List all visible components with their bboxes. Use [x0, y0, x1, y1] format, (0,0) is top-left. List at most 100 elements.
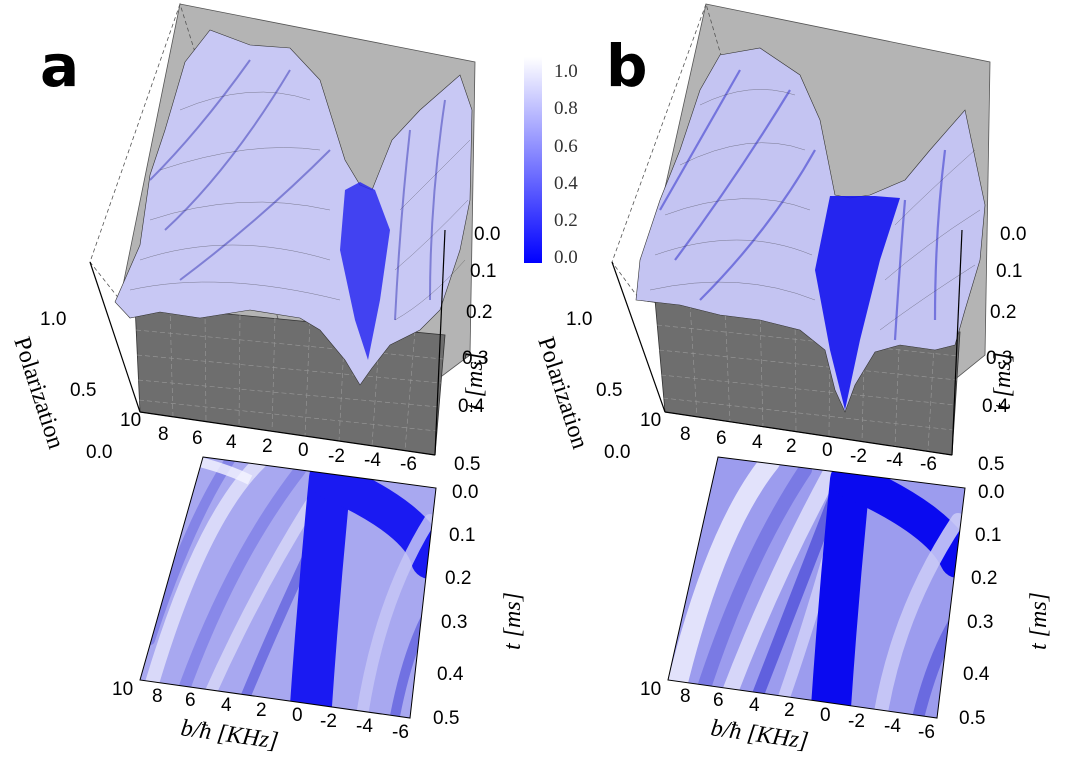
floor-grid-b: [656, 303, 959, 451]
t-tick: 0.0: [452, 482, 478, 503]
heatmap-a: [139, 456, 437, 719]
surface-plot-a: [89, 2, 476, 456]
t-tick: 0.2: [466, 302, 492, 323]
t-tick: 0.4: [963, 664, 990, 685]
surface-dip-b: [815, 196, 900, 410]
t-tick: 0.5: [433, 708, 459, 729]
colorbar-tick: 0.8: [554, 98, 578, 119]
x-tick: 10: [640, 410, 661, 431]
surface-z-ticks-a: 0.0 0.5 1.0: [40, 309, 112, 463]
heatmap-frame-b: [667, 456, 966, 719]
t-tick: 0.0: [474, 224, 500, 245]
t-tick: 0.5: [959, 708, 985, 729]
z-axis-label-a: Polarization: [8, 334, 69, 452]
heatmap-xlabel-b: b/ħ [KHz]: [709, 715, 810, 754]
x-tick: 10: [640, 679, 661, 700]
x-tick: 6: [716, 428, 727, 449]
axes-b: [611, 229, 963, 456]
t-tick: 0.2: [445, 568, 471, 589]
surface-t-ticks-b: 0.0 0.1 0.2 0.3 0.4 0.5: [978, 224, 1026, 475]
panel-letter-b: b: [606, 32, 648, 100]
colorbar-gradient: [524, 57, 542, 263]
x-tick: 2: [784, 700, 795, 721]
x-tick: 2: [262, 436, 273, 457]
surface-x-ticks-b: 10 8 6 4 2 0 -2 -4 -6: [640, 410, 937, 475]
surface-mesh-b: [635, 47, 986, 413]
x-tick: 10: [120, 410, 141, 431]
surface-ridges-a: [149, 59, 446, 321]
t-tick: 0.1: [975, 525, 1001, 546]
panel-letter-a: a: [40, 32, 79, 100]
x-tick: 10: [112, 679, 133, 700]
t-tick: 0.2: [971, 568, 997, 589]
colorbar-tick: 1.0: [554, 61, 578, 82]
colorbar-tick: 0.6: [554, 136, 578, 157]
x-tick: 8: [158, 424, 169, 445]
z-axis-label-b: Polarization: [532, 334, 593, 452]
heatmap-x-ticks-b: 10 8 6 4 2 0 -2 -4 -6: [640, 679, 935, 743]
x-tick: 8: [680, 686, 691, 707]
x-tick: -2: [850, 446, 867, 467]
floor-grid-a: [135, 307, 444, 451]
x-tick: -6: [920, 454, 937, 475]
heatmap-xlabel-a: b/ħ [KHz]: [179, 715, 280, 754]
t-tick: 0.3: [462, 348, 488, 369]
z-tick: 0.5: [596, 380, 622, 401]
x-tick: 0: [292, 705, 303, 726]
x-tick: 0: [820, 705, 831, 726]
x-tick: 0: [298, 440, 309, 461]
x-tick: -4: [356, 716, 373, 737]
surface-dip-a: [340, 182, 390, 360]
t-tick: 0.0: [978, 482, 1004, 503]
colorbar-tick: 0.2: [554, 210, 578, 231]
x-tick: 6: [192, 428, 203, 449]
heatmap-t-ticks-b: 0.0 0.1 0.2 0.3 0.4 0.5: [959, 482, 1004, 729]
x-tick: 4: [221, 695, 232, 716]
x-tick: -6: [918, 722, 935, 743]
heatmap-ylabel-a: t [ms]: [500, 592, 526, 650]
heatmap-b: [667, 456, 966, 719]
x-tick: -4: [886, 450, 903, 471]
x-tick: 4: [749, 695, 760, 716]
x-tick: 0: [822, 440, 833, 461]
x-tick: -6: [400, 454, 417, 475]
t-tick: 0.4: [437, 664, 464, 685]
surface-x-ticks-a: 10 8 6 4 2 0 -2 -4 -6: [120, 410, 417, 475]
t-tick: 0.4: [982, 396, 1009, 417]
t-tick: 0.1: [996, 261, 1022, 282]
x-tick: -2: [848, 711, 865, 732]
surface-plot-b: [611, 2, 991, 456]
heatmap-x-ticks-a: 10 8 6 4 2 0 -2 -4 -6: [112, 679, 409, 743]
t-tick: 0.3: [986, 348, 1012, 369]
colorbar: 1.0 0.8 0.6 0.4 0.2 0.0: [524, 57, 578, 268]
x-tick: 2: [256, 700, 267, 721]
x-tick: 6: [713, 690, 724, 711]
x-tick: 6: [185, 690, 196, 711]
surface-contours-a: [129, 91, 471, 321]
colorbar-tick: 0.0: [554, 247, 578, 268]
x-tick: 4: [752, 432, 763, 453]
x-tick: -4: [364, 450, 381, 471]
x-tick: 2: [786, 436, 797, 457]
t-tick: 0.1: [449, 525, 475, 546]
t-tick: 0.5: [978, 454, 1004, 475]
z-tick: 0.0: [86, 442, 112, 463]
t-axis-label-b: t [ms]: [990, 352, 1016, 410]
t-tick: 0.3: [967, 612, 993, 633]
colorbar-tick: 0.4: [554, 173, 578, 194]
heatmap-t-ticks-a: t [ms] 0.0 0.1 0.2 0.3 0.4 0.5: [433, 482, 478, 729]
t-axis-label-a: t [ms]: [462, 352, 488, 410]
t-tick: 0.1: [470, 261, 496, 282]
surface-ridges-b: [659, 69, 947, 341]
surface-z-ticks-b: 0.0 0.5 1.0: [566, 309, 630, 463]
axes-a: [89, 229, 446, 456]
z-tick: 0.0: [604, 442, 630, 463]
z-tick: 0.5: [70, 380, 96, 401]
x-tick: 8: [680, 424, 691, 445]
t-tick: 0.5: [454, 454, 480, 475]
x-tick: -4: [884, 716, 901, 737]
x-tick: 4: [226, 432, 237, 453]
z-tick: 1.0: [40, 309, 66, 330]
x-tick: -6: [392, 722, 409, 743]
